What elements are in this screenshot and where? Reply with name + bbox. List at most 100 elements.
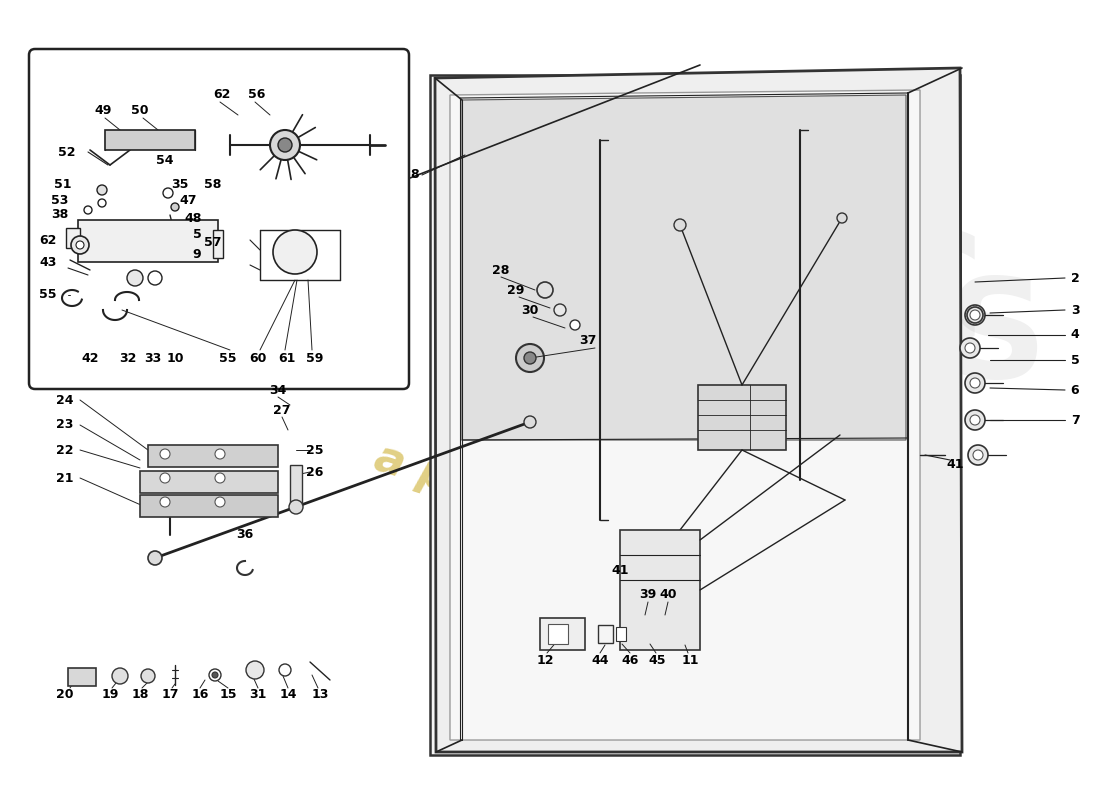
Circle shape (270, 130, 300, 160)
Text: a passion for parts: a passion for parts (368, 437, 832, 623)
Text: 57: 57 (205, 235, 222, 249)
Text: 28: 28 (493, 263, 509, 277)
Text: 24: 24 (56, 394, 74, 406)
Text: 17: 17 (162, 689, 178, 702)
Circle shape (960, 338, 980, 358)
Circle shape (965, 305, 985, 325)
Circle shape (112, 668, 128, 684)
Bar (66, 228, 80, 248)
Circle shape (570, 320, 580, 330)
Polygon shape (430, 75, 960, 755)
Text: 47: 47 (179, 194, 197, 206)
Polygon shape (434, 68, 962, 752)
Bar (140, 495, 278, 517)
Text: 37: 37 (580, 334, 596, 346)
Circle shape (516, 344, 544, 372)
Circle shape (214, 497, 225, 507)
Circle shape (554, 304, 566, 316)
Text: 21: 21 (56, 471, 74, 485)
Circle shape (965, 373, 985, 393)
Text: 62: 62 (40, 234, 57, 246)
Text: 36: 36 (236, 529, 254, 542)
Text: 59: 59 (306, 351, 323, 365)
Text: 22: 22 (56, 443, 74, 457)
Text: 4: 4 (1070, 329, 1079, 342)
Bar (548, 624, 568, 644)
Text: 43: 43 (40, 255, 57, 269)
Text: 56: 56 (249, 89, 266, 102)
Text: 19: 19 (101, 689, 119, 702)
Circle shape (160, 473, 170, 483)
Circle shape (970, 415, 980, 425)
Text: 23: 23 (56, 418, 74, 431)
Circle shape (84, 206, 92, 214)
Text: 35: 35 (172, 178, 189, 191)
Text: 45: 45 (648, 654, 666, 666)
Text: 34: 34 (270, 383, 287, 397)
Bar (140, 471, 278, 493)
Polygon shape (462, 95, 906, 440)
Circle shape (98, 199, 106, 207)
Bar (213, 230, 223, 258)
Circle shape (141, 669, 155, 683)
Text: 20: 20 (56, 689, 74, 702)
Circle shape (246, 661, 264, 679)
Text: 61: 61 (278, 351, 296, 365)
Circle shape (160, 449, 170, 459)
Circle shape (965, 410, 985, 430)
Text: 2: 2 (1070, 271, 1079, 285)
Text: 55: 55 (219, 351, 236, 365)
Bar (290, 465, 303, 507)
Circle shape (524, 416, 536, 428)
Text: 38: 38 (52, 207, 68, 221)
Text: 26: 26 (306, 466, 323, 478)
Circle shape (837, 213, 847, 223)
Text: 50: 50 (131, 105, 149, 118)
Text: 33: 33 (144, 351, 162, 365)
Text: 6: 6 (1070, 383, 1079, 397)
Text: 14: 14 (279, 689, 297, 702)
Text: 39: 39 (639, 589, 657, 602)
Text: 48: 48 (185, 211, 201, 225)
Circle shape (214, 473, 225, 483)
Text: fOC: fOC (675, 226, 984, 374)
Circle shape (214, 449, 225, 459)
Circle shape (97, 185, 107, 195)
Text: 41: 41 (612, 563, 629, 577)
Bar (620, 530, 700, 650)
Text: 46: 46 (621, 654, 639, 666)
Circle shape (72, 236, 89, 254)
Text: 31: 31 (250, 689, 266, 702)
Circle shape (674, 219, 686, 231)
Text: 13: 13 (311, 689, 329, 702)
Polygon shape (450, 90, 920, 740)
Bar (78, 220, 218, 262)
Text: 16: 16 (191, 689, 209, 702)
Bar (104, 130, 195, 150)
Text: 5: 5 (1070, 354, 1079, 366)
Bar (540, 618, 585, 650)
Text: 49: 49 (95, 105, 112, 118)
Text: 5: 5 (192, 229, 201, 242)
Circle shape (289, 500, 302, 514)
Text: 51: 51 (54, 178, 72, 190)
Text: 44: 44 (592, 654, 608, 666)
Text: 25: 25 (306, 443, 323, 457)
Circle shape (273, 230, 317, 274)
Text: 3: 3 (1070, 303, 1079, 317)
Circle shape (970, 378, 980, 388)
Circle shape (524, 352, 536, 364)
Text: 29: 29 (507, 283, 525, 297)
Circle shape (278, 138, 292, 152)
Text: 55: 55 (40, 289, 57, 302)
Bar (698, 385, 786, 450)
Circle shape (974, 450, 983, 460)
Text: 27: 27 (273, 403, 290, 417)
Circle shape (163, 188, 173, 198)
Text: 9: 9 (192, 249, 201, 262)
Circle shape (965, 343, 975, 353)
Circle shape (967, 307, 983, 323)
Circle shape (968, 445, 988, 465)
Text: 12: 12 (537, 654, 553, 666)
Circle shape (537, 282, 553, 298)
